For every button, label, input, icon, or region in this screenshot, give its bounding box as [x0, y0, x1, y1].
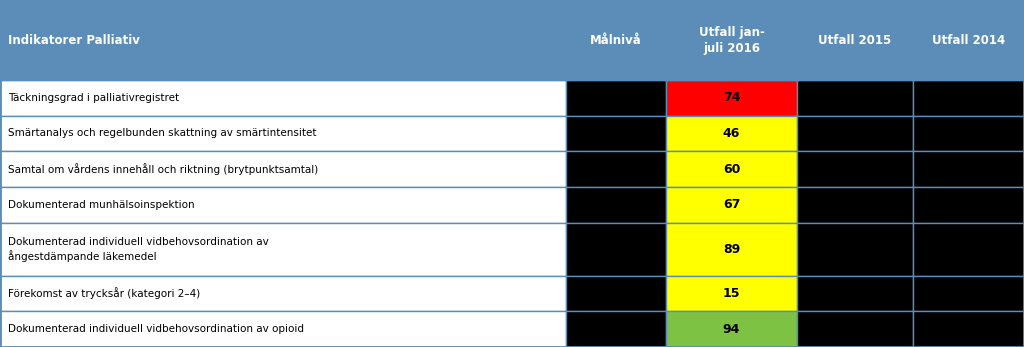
Bar — [797, 151, 913, 187]
Bar — [913, 223, 1024, 276]
Bar — [566, 151, 666, 187]
Bar — [797, 116, 913, 151]
Text: 15: 15 — [723, 287, 740, 300]
Bar — [913, 311, 1024, 347]
Bar — [0, 187, 566, 223]
Bar — [666, 116, 797, 151]
Text: Indikatorer Palliativ: Indikatorer Palliativ — [8, 34, 140, 46]
Bar — [913, 80, 1024, 116]
Bar — [797, 223, 913, 276]
Bar — [566, 276, 666, 311]
Bar — [566, 223, 666, 276]
Text: 74: 74 — [723, 91, 740, 104]
Text: Dokumenterad individuell vidbehovsordination av
ångestdämpande läkemedel: Dokumenterad individuell vidbehovsordina… — [8, 237, 268, 262]
Text: 94: 94 — [723, 323, 740, 336]
Bar — [666, 311, 797, 347]
Bar — [797, 311, 913, 347]
Bar — [666, 223, 797, 276]
Text: Utfall 2015: Utfall 2015 — [818, 34, 892, 46]
Bar — [566, 187, 666, 223]
Text: 60: 60 — [723, 163, 740, 176]
Bar — [0, 116, 566, 151]
Text: Smärtanalys och regelbunden skattning av smärtintensitet: Smärtanalys och regelbunden skattning av… — [8, 128, 316, 138]
Text: Utfall jan-
juli 2016: Utfall jan- juli 2016 — [698, 25, 765, 54]
Bar — [566, 311, 666, 347]
Bar — [0, 151, 566, 187]
Text: 46: 46 — [723, 127, 740, 140]
Text: 89: 89 — [723, 243, 740, 256]
Bar — [666, 151, 797, 187]
Text: Målnivå: Målnivå — [590, 34, 642, 46]
Text: Förekomst av trycksår (kategori 2–4): Förekomst av trycksår (kategori 2–4) — [8, 288, 201, 299]
Bar — [913, 151, 1024, 187]
Text: Utfall 2014: Utfall 2014 — [932, 34, 1006, 46]
Bar — [0, 0, 1024, 80]
Text: Samtal om vårdens innehåll och riktning (brytpunktsamtal): Samtal om vårdens innehåll och riktning … — [8, 163, 318, 175]
Text: Dokumenterad individuell vidbehovsordination av opioid: Dokumenterad individuell vidbehovsordina… — [8, 324, 304, 334]
Bar — [0, 311, 566, 347]
Bar — [566, 116, 666, 151]
Bar — [797, 187, 913, 223]
Text: 67: 67 — [723, 198, 740, 211]
Bar — [913, 276, 1024, 311]
Bar — [666, 276, 797, 311]
Bar — [797, 276, 913, 311]
Bar — [913, 187, 1024, 223]
Text: Dokumenterad munhälsoinspektion: Dokumenterad munhälsoinspektion — [8, 200, 195, 210]
Bar — [0, 223, 566, 276]
Bar — [797, 80, 913, 116]
Bar — [913, 116, 1024, 151]
Bar — [566, 80, 666, 116]
Bar — [666, 80, 797, 116]
Bar — [0, 276, 566, 311]
Bar — [0, 80, 566, 116]
Text: Täckningsgrad i palliativregistret: Täckningsgrad i palliativregistret — [8, 93, 179, 103]
Bar — [666, 187, 797, 223]
